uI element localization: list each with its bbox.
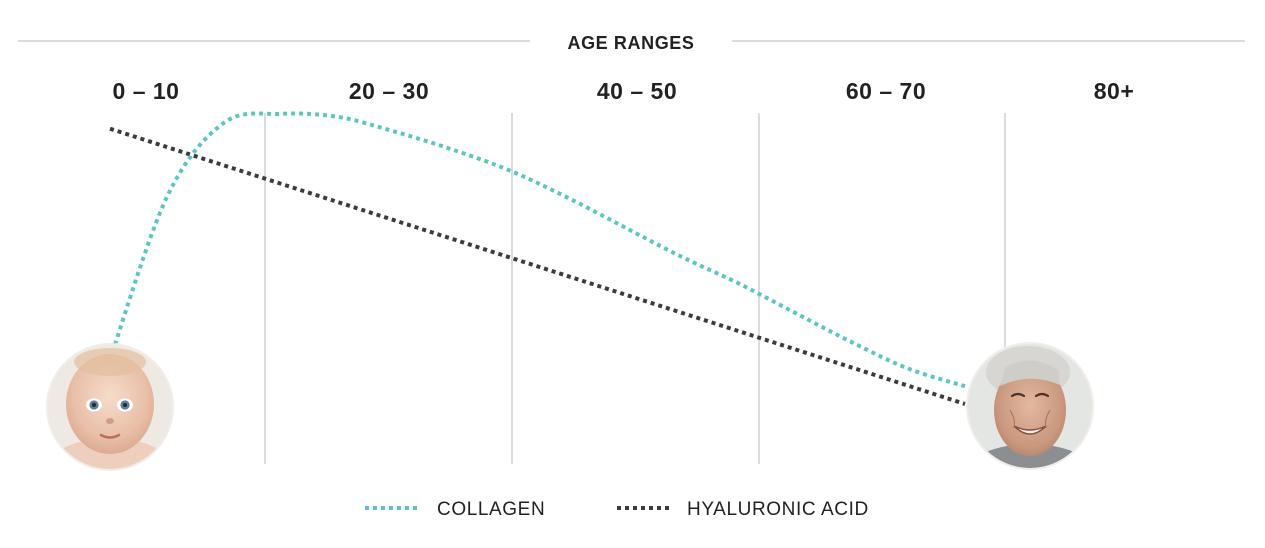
range-label-80-plus: 80+ [1094,78,1135,104]
series-line-collagen [108,111,966,389]
range-label-40-50: 40 – 50 [597,78,677,104]
series-line-hyaluronic-acid [109,126,966,406]
chart-header: AGE RANGES [567,33,694,53]
legend-label-hyaluronic-acid: HYALURONIC ACID [687,499,869,520]
range-label-0-10: 0 – 10 [113,78,180,104]
baby-portrait-icon [46,343,174,471]
series-layer [108,111,966,406]
legend: COLLAGEN HYALURONIC ACID [365,499,869,520]
elderly-portrait-icon [966,342,1094,470]
range-label-20-30: 20 – 30 [349,78,429,104]
range-label-60-70: 60 – 70 [846,78,926,104]
legend-label-collagen: COLLAGEN [437,499,545,520]
